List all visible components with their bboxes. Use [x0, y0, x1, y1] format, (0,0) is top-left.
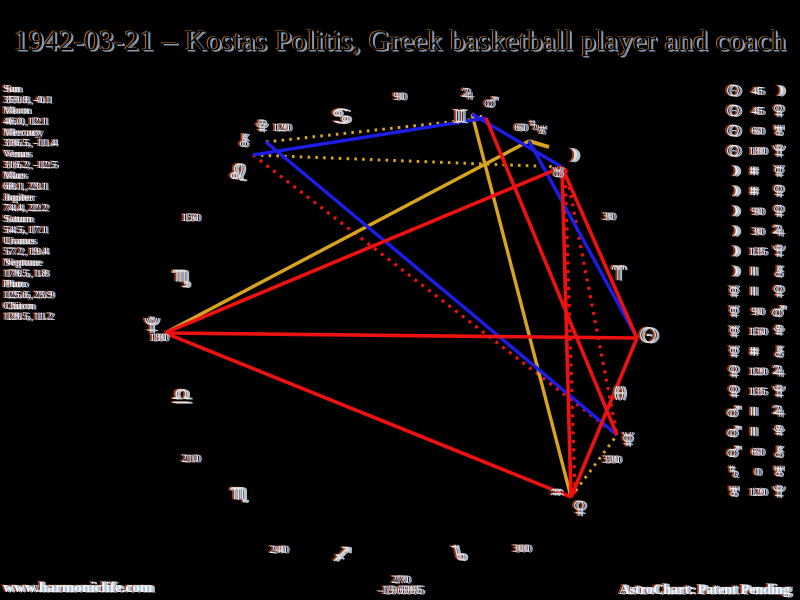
svg-text:135: 135 — [748, 246, 766, 258]
svg-text:74.4, 22.2: 74.4, 22.2 — [3, 202, 47, 214]
svg-text:336.5, -11.4: 336.5, -11.4 — [3, 137, 56, 149]
svg-text:30: 30 — [602, 211, 614, 223]
svg-text:178.5, 1.8: 178.5, 1.8 — [3, 267, 48, 279]
svg-text:45: 45 — [751, 86, 763, 98]
svg-text:90: 90 — [393, 91, 405, 103]
svg-text:Pluto: Pluto — [3, 278, 27, 290]
svg-text:120: 120 — [272, 122, 290, 134]
svg-text:128.5, 11.2: 128.5, 11.2 — [3, 311, 52, 323]
svg-text:-19.6995: -19.6995 — [378, 583, 423, 597]
svg-text:240: 240 — [269, 544, 287, 556]
svg-text:45: 45 — [751, 106, 763, 118]
svg-text:60: 60 — [751, 446, 763, 458]
svg-text:210: 210 — [181, 453, 199, 465]
svg-text:54.5, 17.1: 54.5, 17.1 — [3, 224, 47, 236]
svg-text:120: 120 — [748, 366, 766, 378]
svg-text:Mars: Mars — [3, 170, 26, 182]
svg-text:Uranus: Uranus — [3, 235, 35, 247]
svg-text:330: 330 — [602, 454, 620, 466]
svg-text:120: 120 — [748, 487, 766, 499]
svg-text:180: 180 — [748, 146, 766, 158]
svg-text:316.2, -12.5: 316.2, -12.5 — [3, 159, 57, 171]
svg-text:www.harmoniclife.com: www.harmoniclife.com — [3, 579, 153, 596]
svg-text:60: 60 — [751, 126, 763, 138]
svg-text:Neptune: Neptune — [3, 256, 40, 268]
svg-text:0: 0 — [754, 466, 760, 478]
svg-text:Moon: Moon — [3, 105, 30, 117]
svg-text:Saturn: Saturn — [3, 213, 32, 225]
svg-text:68.1, 23.1: 68.1, 23.1 — [3, 181, 47, 193]
svg-text:150: 150 — [748, 326, 766, 338]
svg-text:30: 30 — [751, 226, 763, 238]
svg-text:46.0, 12.1: 46.0, 12.1 — [3, 116, 47, 128]
svg-text:1942-03-21 – Kostas Politis, G: 1942-03-21 – Kostas Politis, Greek baske… — [14, 25, 787, 57]
svg-text:150: 150 — [181, 212, 199, 224]
svg-text:60: 60 — [514, 122, 526, 134]
svg-text:AstroChart: Patent Pending: AstroChart: Patent Pending — [619, 582, 790, 598]
svg-text:300: 300 — [512, 543, 530, 555]
svg-text:125.6, 23.9: 125.6, 23.9 — [3, 289, 53, 301]
svg-text:57.2, 19.4: 57.2, 19.4 — [3, 246, 48, 258]
svg-text:180: 180 — [149, 332, 167, 344]
svg-text:90: 90 — [751, 206, 763, 218]
svg-text:Venus: Venus — [3, 148, 30, 160]
svg-text:135: 135 — [748, 386, 766, 398]
svg-text:Chiron: Chiron — [3, 300, 34, 312]
svg-text:Sun: Sun — [3, 83, 21, 95]
svg-text:359.8, -0.1: 359.8, -0.1 — [3, 94, 51, 106]
svg-text:270: 270 — [391, 574, 409, 586]
svg-text:90: 90 — [751, 306, 763, 318]
svg-text:Jupiter: Jupiter — [3, 191, 33, 203]
svg-text:Mercury: Mercury — [3, 126, 41, 138]
